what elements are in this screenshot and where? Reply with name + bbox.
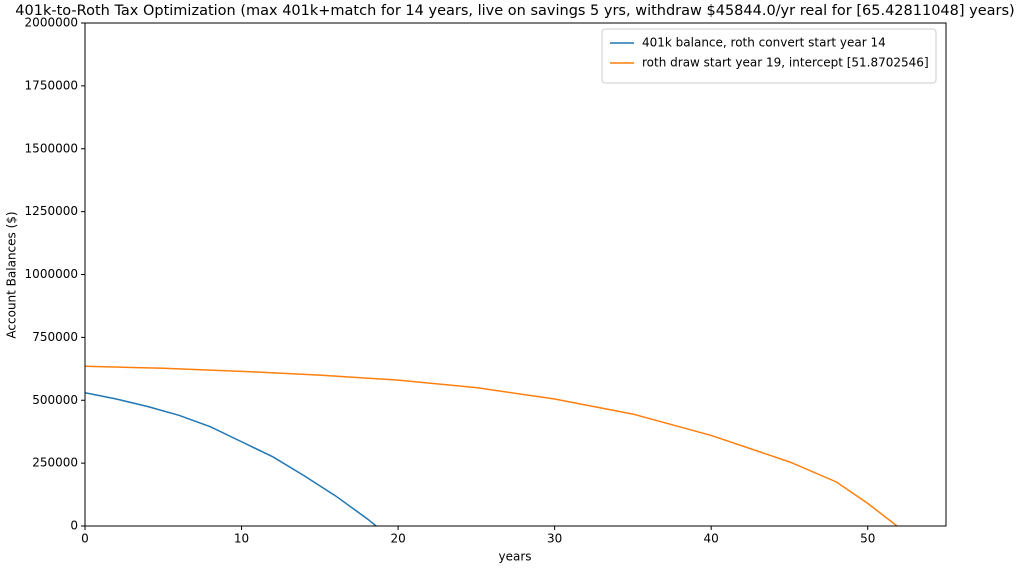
chart-title: 401k-to-Roth Tax Optimization (max 401k+… <box>15 3 1014 19</box>
legend-box <box>601 28 937 84</box>
x-tick-label: 30 <box>547 532 562 546</box>
x-tick-label: 0 <box>81 532 89 546</box>
y-tick-label: 250000 <box>32 456 78 470</box>
line <box>85 391 377 526</box>
y-tick-label: 500000 <box>32 393 78 407</box>
y-axis-label: Account Balances ($) <box>5 211 19 338</box>
line <box>85 365 898 526</box>
plot-frame <box>84 22 947 527</box>
legend-label: 401k balance, roth convert start year 14 <box>642 36 886 50</box>
x-tick-label: 20 <box>390 532 405 546</box>
x-tick-label: 40 <box>704 532 719 546</box>
x-axis-label: years <box>498 550 531 564</box>
y-tick-label: 2000000 <box>25 16 78 30</box>
x-tick-label: 10 <box>234 532 249 546</box>
y-tick-label: 1250000 <box>25 204 78 218</box>
legend-label: roth draw start year 19, intercept [51.8… <box>642 56 929 70</box>
y-tick-label: 1750000 <box>25 78 78 92</box>
x-tick-label: 50 <box>860 532 875 546</box>
y-tick-label: 0 <box>70 519 78 533</box>
y-tick-label: 750000 <box>32 330 78 344</box>
y-tick-label: 1500000 <box>25 141 78 155</box>
y-tick-label: 1000000 <box>25 267 78 281</box>
